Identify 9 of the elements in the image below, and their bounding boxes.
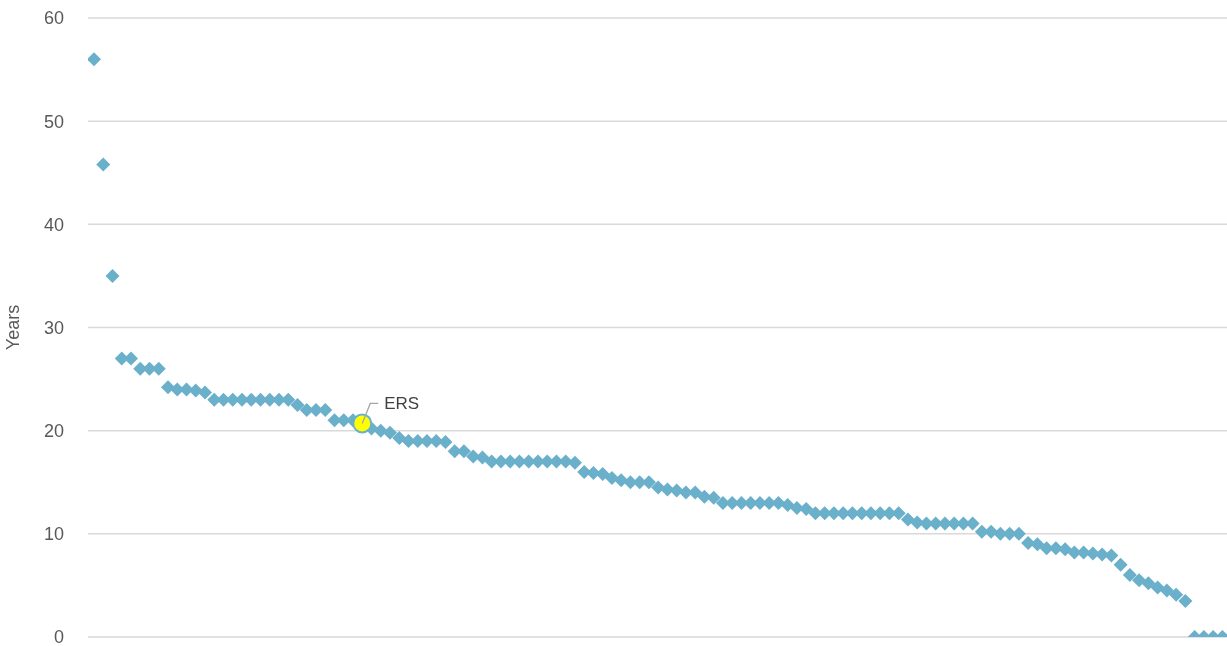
y-tick-label: 20 [43, 421, 64, 442]
y-tick-label: 40 [43, 214, 64, 235]
y-tick-label: 60 [43, 8, 64, 29]
y-axis-title: Years [3, 304, 24, 351]
y-tick-label: 10 [43, 524, 64, 545]
annotation: ERS [384, 394, 420, 414]
y-tick-label: 0 [53, 627, 64, 646]
y-tick-label: 50 [43, 111, 64, 132]
y-tick-label: 30 [43, 317, 64, 338]
